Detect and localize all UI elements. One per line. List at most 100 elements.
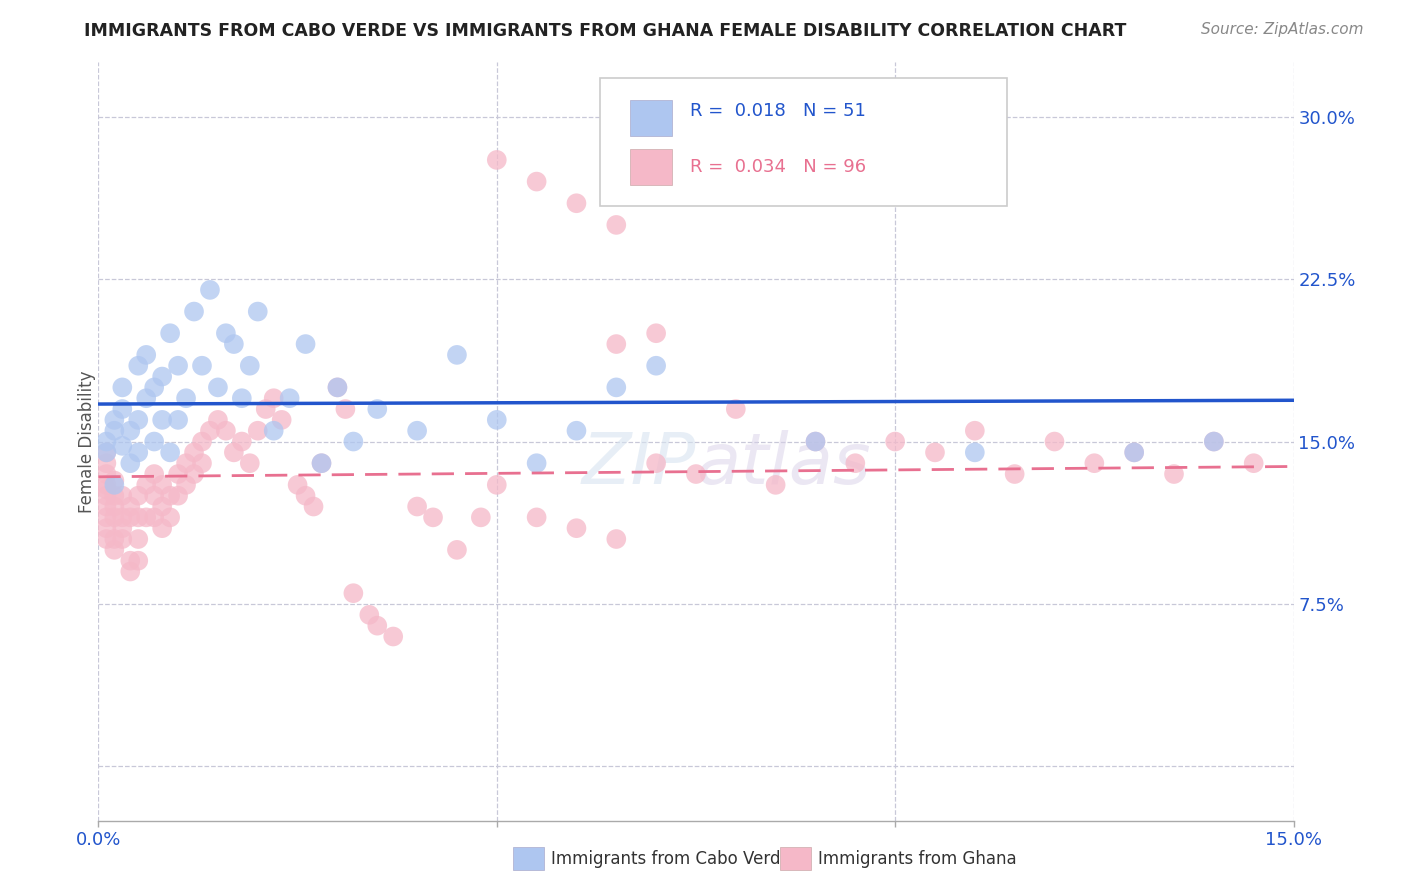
Point — [135, 478, 157, 492]
Point — [127, 532, 149, 546]
Point — [302, 500, 325, 514]
Point — [470, 510, 492, 524]
Point — [645, 326, 668, 341]
Point — [485, 153, 508, 167]
Point — [127, 510, 149, 524]
Point — [159, 445, 181, 459]
Point — [167, 489, 190, 503]
Point — [96, 478, 118, 492]
Point — [366, 618, 388, 632]
Point — [111, 521, 134, 535]
Point — [96, 489, 118, 503]
Point — [215, 326, 238, 341]
Point — [103, 500, 125, 514]
Point — [222, 445, 245, 459]
Point — [96, 434, 118, 449]
Y-axis label: Female Disability: Female Disability — [79, 370, 96, 513]
Bar — [630, 149, 672, 186]
Bar — [630, 100, 672, 136]
Point — [143, 380, 166, 394]
Point — [311, 456, 333, 470]
Point — [1202, 434, 1225, 449]
Point — [111, 439, 134, 453]
Point — [215, 424, 238, 438]
Point — [191, 359, 214, 373]
Point — [174, 391, 197, 405]
Point — [191, 456, 214, 470]
Point — [1043, 434, 1066, 449]
Point — [605, 380, 627, 394]
Point — [150, 369, 173, 384]
Point — [111, 532, 134, 546]
Point — [278, 391, 301, 405]
Point — [231, 391, 253, 405]
Point — [103, 474, 125, 488]
Point — [159, 326, 181, 341]
Point — [231, 434, 253, 449]
Point — [96, 467, 118, 481]
Point — [103, 413, 125, 427]
Point — [326, 380, 349, 394]
Point — [120, 510, 142, 524]
Point — [270, 413, 292, 427]
Point — [150, 521, 173, 535]
Point — [246, 304, 269, 318]
Point — [143, 467, 166, 481]
Point — [135, 348, 157, 362]
Point — [167, 413, 190, 427]
Point — [103, 489, 125, 503]
Point — [645, 456, 668, 470]
Point — [191, 434, 214, 449]
Point — [239, 359, 262, 373]
Point — [120, 565, 142, 579]
Point — [485, 413, 508, 427]
Point — [1123, 445, 1146, 459]
Point — [342, 586, 364, 600]
Point — [183, 304, 205, 318]
Point — [1083, 456, 1105, 470]
Text: Immigrants from Cabo Verde: Immigrants from Cabo Verde — [551, 850, 792, 868]
Point — [446, 348, 468, 362]
Point — [120, 424, 142, 438]
Point — [605, 532, 627, 546]
Text: R =  0.034   N = 96: R = 0.034 N = 96 — [690, 158, 866, 176]
Point — [565, 196, 588, 211]
Point — [246, 424, 269, 438]
Point — [159, 510, 181, 524]
Text: ZIP: ZIP — [582, 430, 696, 499]
Point — [804, 434, 827, 449]
Point — [342, 434, 364, 449]
Point — [127, 413, 149, 427]
Point — [183, 467, 205, 481]
Point — [174, 478, 197, 492]
Point — [565, 424, 588, 438]
Point — [159, 489, 181, 503]
Point — [884, 434, 907, 449]
Point — [287, 478, 309, 492]
Point — [724, 402, 747, 417]
Point — [127, 489, 149, 503]
Point — [963, 424, 986, 438]
Point — [446, 542, 468, 557]
Point — [150, 500, 173, 514]
Point — [406, 424, 429, 438]
Point — [127, 445, 149, 459]
Point — [96, 445, 118, 459]
Point — [111, 402, 134, 417]
Point — [565, 521, 588, 535]
Point — [167, 467, 190, 481]
Point — [96, 500, 118, 514]
Point — [605, 337, 627, 351]
Point — [96, 445, 118, 459]
Text: atlas: atlas — [696, 430, 870, 499]
Point — [96, 521, 118, 535]
Point — [294, 337, 316, 351]
Point — [135, 391, 157, 405]
Point — [239, 456, 262, 470]
Point — [924, 445, 946, 459]
Point — [120, 456, 142, 470]
Point — [526, 510, 548, 524]
Text: Immigrants from Ghana: Immigrants from Ghana — [818, 850, 1017, 868]
Point — [111, 380, 134, 394]
Point — [1202, 434, 1225, 449]
